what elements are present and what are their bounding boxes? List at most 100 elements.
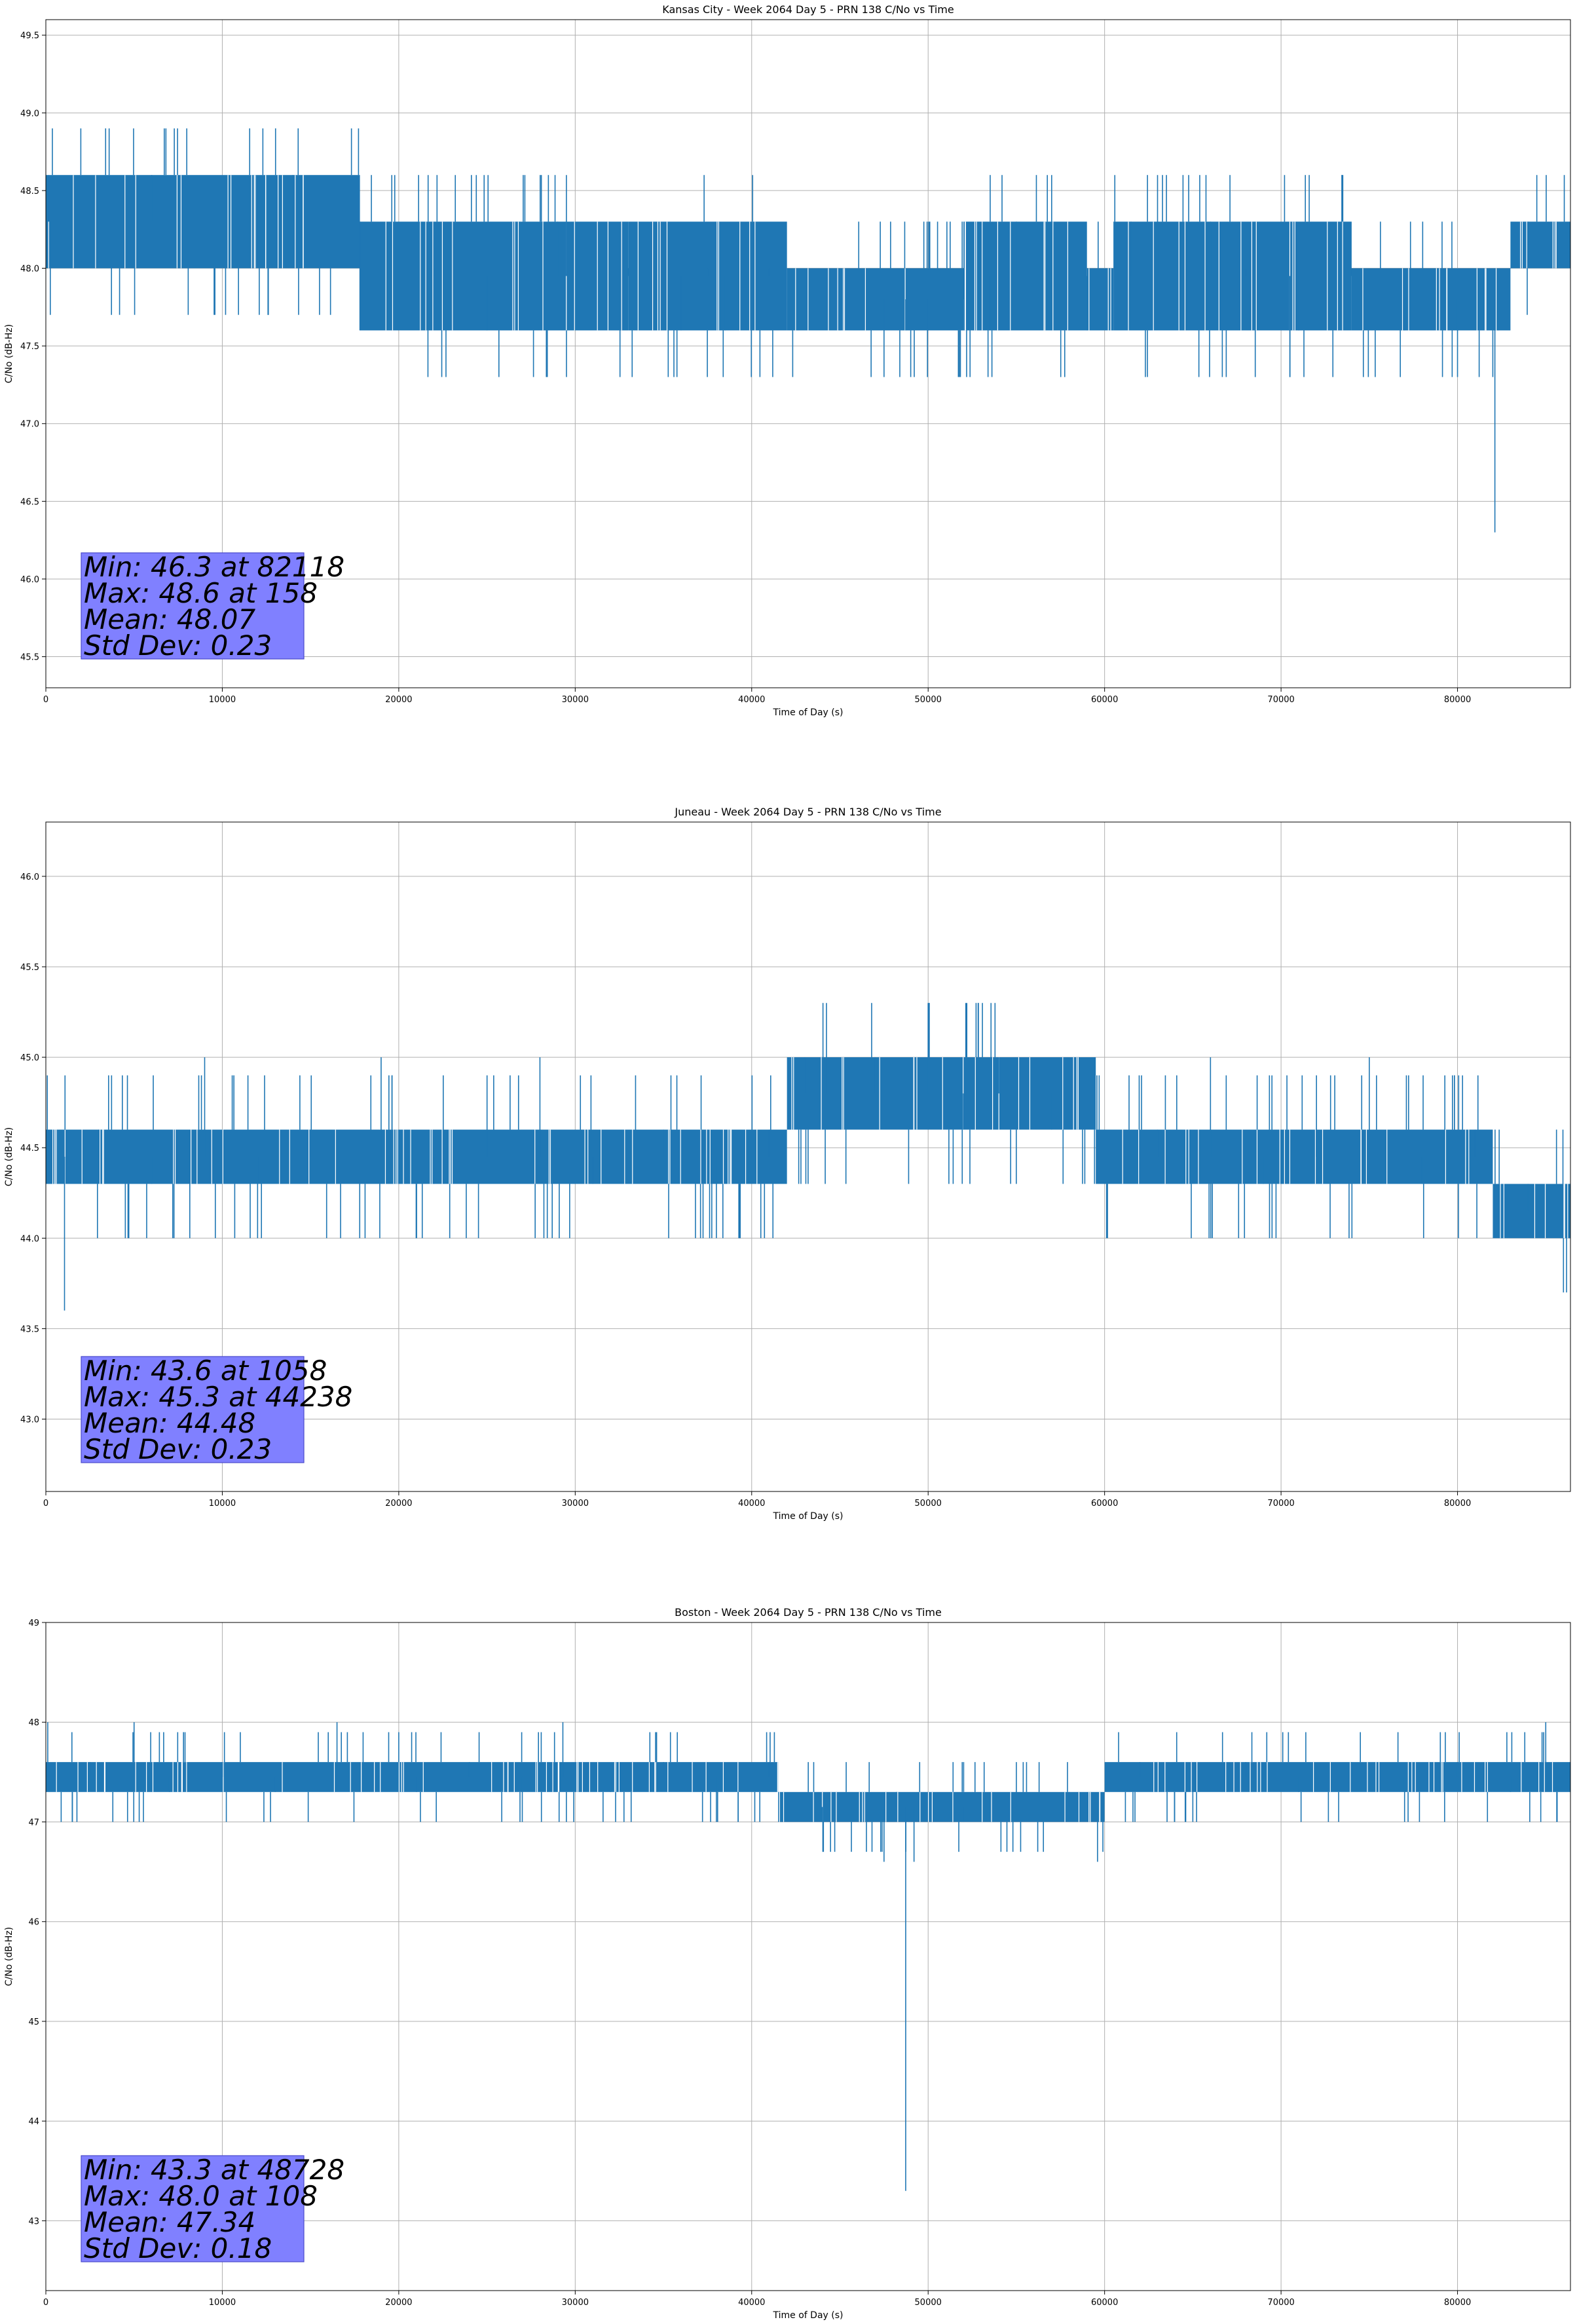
y-tick-label: 45.5 — [20, 653, 39, 663]
y-tick-label: 46.0 — [20, 575, 39, 585]
y-tick-label: 47.5 — [20, 342, 39, 352]
y-tick-label: 48 — [28, 1718, 39, 1728]
data-band — [787, 268, 964, 331]
y-tick-label: 43.5 — [20, 1324, 39, 1334]
stats-line: Std Dev: 0.18 — [84, 2232, 272, 2264]
x-tick-label: 20000 — [385, 2298, 412, 2308]
stats-box-background — [81, 552, 305, 660]
x-tick-label: 40000 — [738, 1499, 765, 1509]
y-tick-label: 48.5 — [20, 187, 39, 197]
y-tick-label: 44 — [28, 2117, 39, 2127]
x-tick-label: 30000 — [562, 2298, 589, 2308]
x-axis-label: Time of Day (s) — [773, 2310, 844, 2321]
x-tick-label: 40000 — [738, 2298, 765, 2308]
chart-title: Juneau - Week 2064 Day 5 - PRN 138 C/No … — [674, 806, 941, 818]
series-1 — [46, 128, 1570, 533]
data-band — [963, 221, 1087, 331]
y-tick-label: 47 — [28, 1818, 39, 1827]
data-band — [1510, 221, 1570, 269]
y-tick-label: 49 — [28, 1619, 39, 1628]
chart-panel-1: 0 10000 20000 30000 40000 50000 60000 70000 8000… — [4, 3, 1571, 718]
y-tick-label: 46.0 — [20, 872, 39, 882]
y-tick-label: 45.0 — [20, 1053, 39, 1063]
y-tick-label: 45.5 — [20, 963, 39, 973]
x-tick-label: 60000 — [1091, 2298, 1118, 2308]
x-tick-label: 0 — [43, 695, 48, 705]
data-band — [787, 1057, 1096, 1130]
y-tick-label: 46 — [28, 1918, 39, 1928]
y-axis-label: C/No (dB-Hz) — [4, 324, 14, 383]
chart-title: Kansas City - Week 2064 Day 5 - PRN 138 … — [662, 3, 954, 16]
data-band — [1096, 1129, 1493, 1184]
x-tick-label: 60000 — [1091, 1499, 1118, 1509]
stats-line: Min: 46.3 at 82118 — [84, 551, 344, 583]
stats-box-background — [81, 1356, 305, 1463]
x-tick-label: 80000 — [1444, 2298, 1471, 2308]
x-axis-label: Time of Day (s) — [773, 707, 844, 718]
stats-line: Mean: 44.48 — [84, 1407, 255, 1439]
x-tick-label: 30000 — [562, 1499, 589, 1509]
x-tick-label: 40000 — [738, 695, 765, 705]
x-tick-label: 0 — [43, 1499, 48, 1509]
data-band — [778, 1791, 1105, 1822]
stats-line: Mean: 47.34 — [84, 2206, 255, 2238]
stats-box-background — [81, 2155, 305, 2262]
chart-panel-2: 0 10000 20000 30000 40000 50000 60000 70000 8000… — [4, 806, 1571, 1522]
stats-line: Max: 45.3 at 44238 — [84, 1381, 352, 1413]
x-tick-label: 70000 — [1267, 695, 1294, 705]
x-tick-label: 20000 — [385, 1499, 412, 1509]
data-band — [46, 1129, 787, 1184]
series-3 — [46, 1722, 1570, 2191]
data-band — [1351, 268, 1511, 331]
y-tick-label: 48.0 — [20, 265, 39, 274]
x-tick-label: 50000 — [915, 695, 942, 705]
x-tick-label: 10000 — [209, 2298, 236, 2308]
x-tick-label: 0 — [43, 2298, 48, 2308]
data-band — [46, 175, 360, 269]
stats-line: Min: 43.6 at 1058 — [84, 1355, 327, 1387]
data-band — [1086, 268, 1114, 331]
x-tick-label: 30000 — [562, 695, 589, 705]
data-band — [1493, 1184, 1570, 1239]
y-tick-label: 46.5 — [20, 497, 39, 507]
x-tick-label: 60000 — [1091, 695, 1118, 705]
y-tick-label: 44.0 — [20, 1234, 39, 1244]
plot-frame — [45, 821, 1571, 1492]
stats-line: Max: 48.0 at 108 — [84, 2180, 318, 2212]
x-tick-label: 80000 — [1444, 695, 1471, 705]
stats-line: Mean: 48.07 — [84, 603, 255, 635]
x-tick-label: 70000 — [1267, 1499, 1294, 1509]
y-tick-label: 49.5 — [20, 31, 39, 41]
y-tick-label: 44.5 — [20, 1144, 39, 1153]
x-tick-label: 70000 — [1267, 2298, 1294, 2308]
y-tick-label: 47.0 — [20, 420, 39, 430]
x-tick-label: 80000 — [1444, 1499, 1471, 1509]
y-tick-label: 49.0 — [20, 109, 39, 119]
chart-panel-3: 0 10000 20000 30000 40000 50000 60000 70000 8000… — [4, 1606, 1571, 2321]
stats-line: Max: 48.6 at 158 — [84, 577, 318, 609]
y-tick-label: 43 — [28, 2217, 39, 2226]
y-tick-label: 43.0 — [20, 1415, 39, 1425]
x-tick-label: 50000 — [915, 1499, 942, 1509]
y-tick-label: 45 — [28, 2017, 39, 2027]
stats-line: Std Dev: 0.23 — [84, 629, 272, 662]
stats-line: Min: 43.3 at 48728 — [84, 2154, 344, 2186]
series-2 — [46, 1003, 1570, 1311]
data-band — [46, 1762, 779, 1792]
x-tick-label: 10000 — [209, 695, 236, 705]
plot-frame — [45, 19, 1571, 688]
x-tick-label: 20000 — [385, 695, 412, 705]
y-axis-label: C/No (dB-Hz) — [4, 1927, 14, 1986]
data-band — [1113, 221, 1352, 331]
x-tick-label: 50000 — [915, 2298, 942, 2308]
stats-line: Std Dev: 0.23 — [84, 1433, 272, 1465]
x-tick-label: 10000 — [209, 1499, 236, 1509]
data-band — [360, 221, 629, 331]
chart-title: Boston - Week 2064 Day 5 - PRN 138 C/No … — [675, 1606, 942, 1619]
plot-frame — [45, 1622, 1571, 2291]
x-axis-label: Time of Day (s) — [773, 1511, 844, 1522]
